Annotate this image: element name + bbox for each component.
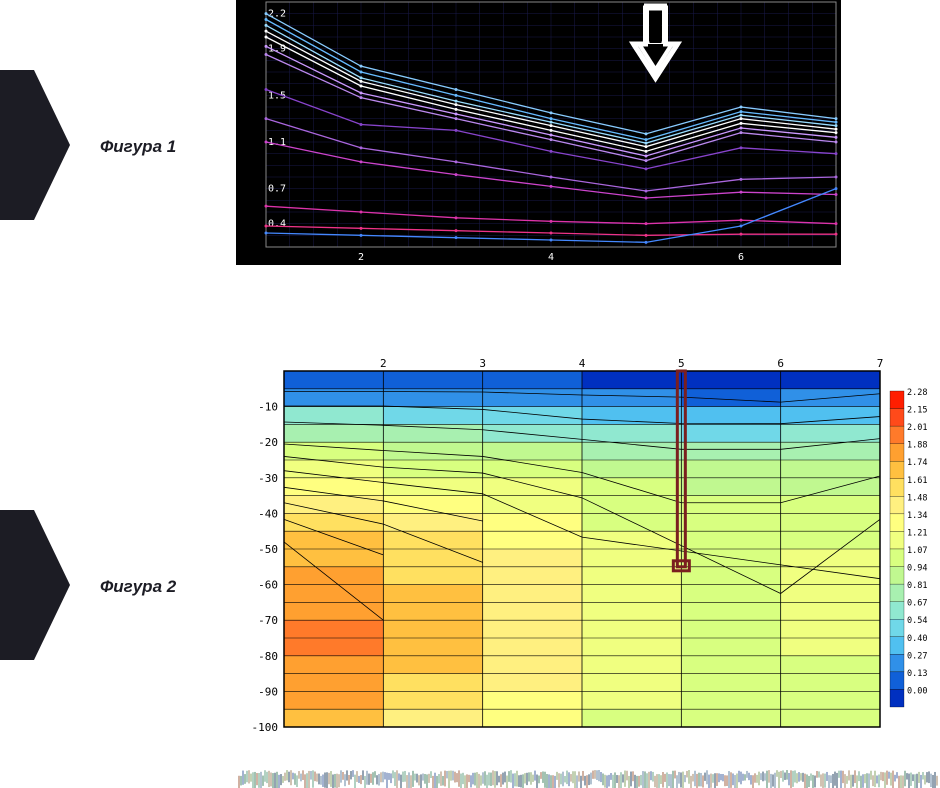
svg-text:3: 3 xyxy=(479,357,486,370)
svg-text:4: 4 xyxy=(579,357,586,370)
svg-text:-70: -70 xyxy=(258,614,278,627)
svg-text:2.01: 2.01 xyxy=(907,423,927,433)
svg-text:1.74: 1.74 xyxy=(907,458,927,468)
chevron-fig2 xyxy=(0,510,70,660)
svg-text:0.81: 0.81 xyxy=(907,581,927,591)
svg-text:0.00: 0.00 xyxy=(907,686,927,696)
svg-text:7: 7 xyxy=(877,357,884,370)
svg-text:-50: -50 xyxy=(258,543,278,556)
svg-text:-80: -80 xyxy=(258,650,278,663)
svg-text:1.48: 1.48 xyxy=(907,493,927,503)
svg-text:0.4: 0.4 xyxy=(268,219,286,230)
svg-text:6: 6 xyxy=(777,357,784,370)
svg-text:1.88: 1.88 xyxy=(907,441,927,451)
svg-text:2.28: 2.28 xyxy=(907,388,927,398)
svg-text:2.2: 2.2 xyxy=(268,9,286,20)
svg-text:0.27: 0.27 xyxy=(907,651,927,661)
line-chart-fig1: 0.40.71.11.51.92.2246 xyxy=(236,0,841,265)
svg-text:0.94: 0.94 xyxy=(907,564,927,574)
svg-text:-40: -40 xyxy=(258,507,278,520)
svg-text:0.13: 0.13 xyxy=(907,669,927,679)
svg-text:1.34: 1.34 xyxy=(907,511,927,521)
svg-text:-10: -10 xyxy=(258,401,278,414)
svg-text:5: 5 xyxy=(678,357,685,370)
svg-text:0.40: 0.40 xyxy=(907,634,927,644)
chevron-fig1 xyxy=(0,70,70,220)
svg-text:-60: -60 xyxy=(258,579,278,592)
label-fig1: Фигура 1 xyxy=(100,137,176,157)
svg-text:1.07: 1.07 xyxy=(907,546,927,556)
svg-text:-20: -20 xyxy=(258,436,278,449)
svg-text:2: 2 xyxy=(380,357,387,370)
label-fig2: Фигура 2 xyxy=(100,577,176,597)
svg-text:-90: -90 xyxy=(258,685,278,698)
svg-text:2.15: 2.15 xyxy=(907,406,927,416)
heatmap-fig2: 2 3 4 5 6 7 -10 -20 -30 -40 -50 -60 -70 -80 -90 -100 2.2… xyxy=(236,353,940,733)
svg-text:1.21: 1.21 xyxy=(907,528,927,538)
svg-text:6: 6 xyxy=(738,252,744,263)
svg-text:1.61: 1.61 xyxy=(907,476,927,486)
svg-text:0.7: 0.7 xyxy=(268,184,286,195)
svg-text:-100: -100 xyxy=(252,721,279,733)
svg-text:0.54: 0.54 xyxy=(907,616,927,626)
svg-text:-30: -30 xyxy=(258,472,278,485)
svg-text:2: 2 xyxy=(358,252,364,263)
svg-text:4: 4 xyxy=(548,252,554,263)
noise-bar xyxy=(238,770,938,788)
svg-text:0.67: 0.67 xyxy=(907,599,927,609)
